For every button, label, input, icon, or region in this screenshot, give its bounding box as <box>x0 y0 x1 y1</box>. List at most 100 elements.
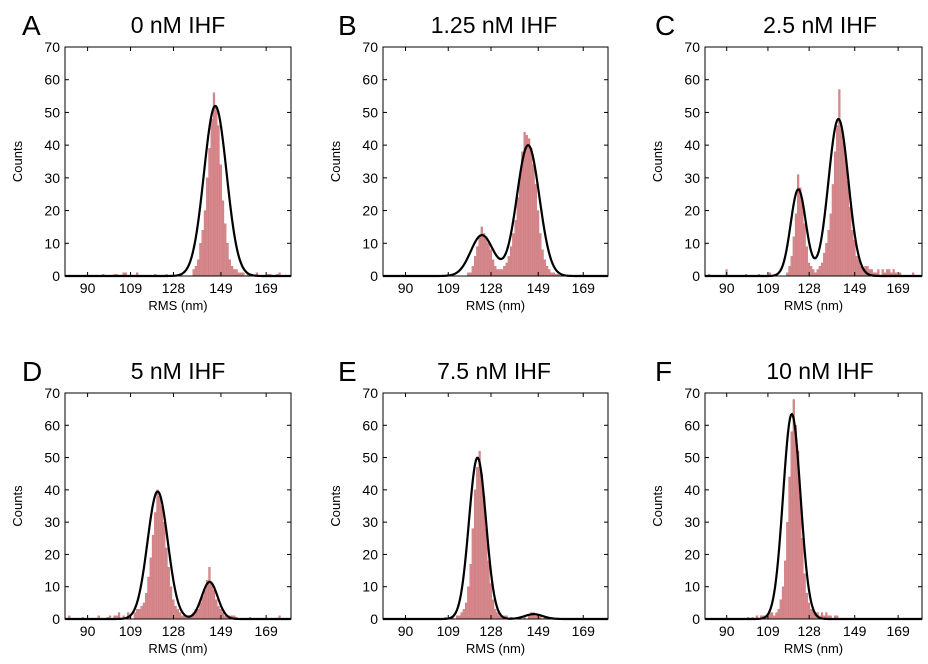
histogram-bar <box>810 266 813 277</box>
x-tick-label: 149 <box>527 623 551 639</box>
x-tick-label: 149 <box>843 623 867 639</box>
histogram-bar <box>514 220 517 277</box>
histogram-bar <box>545 266 549 277</box>
gaussian-fit-curve <box>64 490 292 621</box>
x-tick-label: 90 <box>80 280 96 296</box>
histogram-bar <box>467 586 470 620</box>
histogram-bar <box>199 602 202 620</box>
histogram-bar <box>210 583 213 620</box>
y-tick-label: 0 <box>52 268 60 284</box>
histogram-bar <box>516 197 519 277</box>
y-tick-label: 20 <box>684 546 700 562</box>
histogram-bar <box>781 586 785 620</box>
histogram-bar <box>145 593 148 620</box>
x-tick-label: 128 <box>797 280 821 296</box>
y-tick-label: 70 <box>362 385 378 401</box>
histogram-bar <box>788 266 791 277</box>
histogram-bar <box>460 612 463 620</box>
histogram-bar <box>478 450 481 620</box>
chart-title: 0 nM IHF <box>131 12 226 38</box>
y-tick-label: 50 <box>362 450 378 466</box>
histogram-bar <box>192 269 195 277</box>
y-tick-label: 0 <box>52 611 60 627</box>
histogram-bar <box>853 239 856 277</box>
histogram-bar <box>539 233 542 277</box>
histogram-bar <box>174 605 177 620</box>
y-tick-label: 10 <box>44 235 60 251</box>
panel-letter: F <box>655 356 672 387</box>
histogram-bar <box>203 589 207 620</box>
x-tick-label: 109 <box>437 280 461 296</box>
histogram-bar <box>235 269 238 277</box>
histogram-bar <box>482 233 486 277</box>
histogram-bar <box>507 256 510 277</box>
histogram-bar <box>212 589 216 620</box>
histogram-bar <box>494 266 497 277</box>
histogram-bar <box>505 262 508 277</box>
histogram-bar <box>541 249 544 277</box>
x-tick-label: 128 <box>797 623 821 639</box>
y-axis-label: Counts <box>328 485 343 527</box>
gaussian-fit-curve <box>704 118 923 278</box>
histogram-bar <box>212 92 216 277</box>
histogram-bar <box>836 125 839 277</box>
histogram-bar <box>151 534 155 620</box>
histogram-bar <box>158 496 161 620</box>
x-tick-label: 169 <box>254 280 278 296</box>
y-tick-label: 30 <box>44 170 60 186</box>
chart-title: 10 nM IHF <box>766 358 873 384</box>
histogram-bar <box>203 210 207 277</box>
x-axis-label: RMS (nm) <box>148 298 207 313</box>
y-tick-label: 30 <box>684 514 700 530</box>
histogram-bar <box>799 187 802 277</box>
histogram-bar <box>169 586 173 620</box>
x-tick-label: 109 <box>756 280 780 296</box>
histogram-bar <box>851 230 854 277</box>
histogram-bar <box>829 213 832 277</box>
histogram-bar <box>154 512 157 620</box>
histogram-bar <box>844 158 847 277</box>
histogram-bar <box>801 200 804 277</box>
histogram-bar <box>498 269 501 277</box>
chart-title: 1.25 nM IHF <box>431 12 558 38</box>
histogram-bar <box>790 256 793 277</box>
y-tick-label: 70 <box>44 385 60 401</box>
histogram-bar <box>476 246 479 277</box>
chart-title: 5 nM IHF <box>131 358 226 384</box>
panel-letter: E <box>338 356 357 387</box>
histogram-bar <box>489 583 492 620</box>
histogram-bar <box>503 266 506 277</box>
x-tick-label: 149 <box>843 280 867 296</box>
histogram-bar <box>494 609 497 620</box>
y-tick-label: 50 <box>362 104 378 120</box>
y-tick-label: 60 <box>44 417 60 433</box>
y-tick-label: 30 <box>684 170 700 186</box>
y-tick-label: 20 <box>362 546 378 562</box>
histogram-bar <box>208 567 211 620</box>
histogram-bar <box>810 609 813 620</box>
histogram-bar <box>831 184 834 277</box>
y-tick-label: 60 <box>362 72 378 88</box>
x-tick-label: 109 <box>119 280 143 296</box>
axes-frame <box>64 46 292 277</box>
histogram-bar <box>527 138 531 277</box>
x-tick-label: 90 <box>719 280 735 296</box>
histogram-bar <box>491 259 495 277</box>
histogram-bar <box>217 125 220 277</box>
histogram-bar <box>199 243 202 277</box>
x-tick-label: 149 <box>527 280 551 296</box>
histogram-bar <box>805 246 808 277</box>
y-tick-label: 0 <box>370 268 378 284</box>
y-tick-label: 50 <box>44 104 60 120</box>
gaussian-fit-curve <box>382 456 609 621</box>
histogram-bar <box>512 233 515 277</box>
chart-title: 7.5 nM IHF <box>437 358 551 384</box>
histogram-bar <box>803 573 806 620</box>
histogram-bar <box>167 567 170 620</box>
histogram-bar <box>827 230 830 277</box>
histogram-bar <box>509 246 513 277</box>
x-tick-label: 128 <box>162 623 186 639</box>
histogram-bar <box>491 599 495 620</box>
y-tick-label: 30 <box>362 514 378 530</box>
